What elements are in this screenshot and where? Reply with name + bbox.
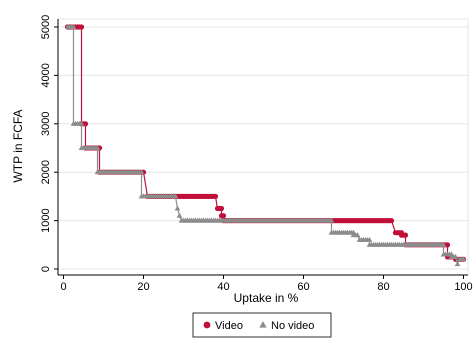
x-tick-label: 40 <box>217 281 229 293</box>
y-axis-label: WTP in FCFA <box>11 109 25 182</box>
series-point <box>366 236 373 242</box>
series-point <box>176 212 183 218</box>
legend-label: Video <box>215 320 243 332</box>
y-tick-label: 2000 <box>40 160 52 184</box>
x-tick-label: 20 <box>137 281 149 293</box>
series-point <box>218 205 225 212</box>
series-point <box>452 253 459 259</box>
y-tick-label: 5000 <box>40 15 52 39</box>
series-point <box>70 24 77 29</box>
axes: 0 1000 2000 3000 4000 5000 0 20 40 60 80 100 <box>40 15 473 293</box>
y-tick-label: 0 <box>40 266 52 272</box>
legend-marker <box>259 321 267 328</box>
series-point <box>138 169 145 175</box>
series-point <box>354 232 361 238</box>
series-point <box>444 242 451 248</box>
legend: Video No video <box>192 312 332 338</box>
series-point <box>328 217 335 223</box>
series-no-video <box>64 24 467 267</box>
series-point <box>388 218 395 224</box>
series-point <box>440 241 447 247</box>
series-point <box>460 256 467 262</box>
series-layer <box>64 24 467 267</box>
x-axis-label: Uptake in % <box>234 291 299 305</box>
x-tick-label: 100 <box>454 281 472 293</box>
series-point <box>78 24 85 30</box>
legend-label: No video <box>271 320 314 332</box>
series-point <box>174 205 181 211</box>
x-tick-label: 0 <box>60 281 66 293</box>
series-point <box>172 193 179 199</box>
y-tick-label: 3000 <box>40 112 52 136</box>
series-point <box>94 145 101 150</box>
series-point <box>78 120 85 126</box>
y-tick-label: 1000 <box>40 208 52 232</box>
legend-marker <box>203 321 211 329</box>
series-point <box>82 121 89 127</box>
y-tick-label: 4000 <box>40 63 52 87</box>
series-point <box>220 213 227 219</box>
series-point <box>212 193 219 199</box>
series-point <box>402 232 409 238</box>
series-point <box>454 261 461 267</box>
x-tick-label: 60 <box>297 281 309 293</box>
x-tick-label: 80 <box>377 281 389 293</box>
